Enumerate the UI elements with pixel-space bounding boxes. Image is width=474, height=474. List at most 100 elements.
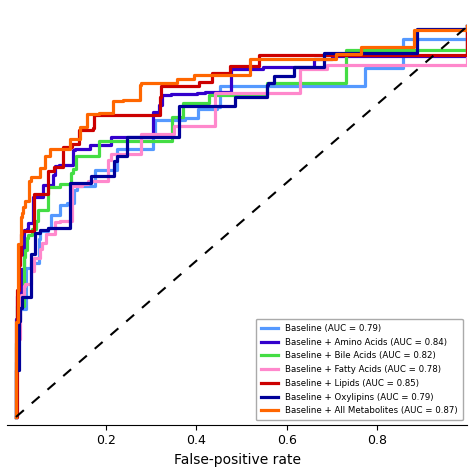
Baseline + Amino Acids (AUC = 0.84) <box>194 90 200 96</box>
Baseline + Fatty Acids (AUC = 0.78) <box>13 390 19 396</box>
Baseline + All Metabolites (AUC = 0.87) <box>77 125 83 130</box>
Baseline + Fatty Acids (AUC = 0.78) <box>37 246 43 252</box>
Baseline + Amino Acids (AUC = 0.84) <box>329 54 335 59</box>
Baseline (AUC = 0.79) <box>114 146 119 152</box>
Baseline + Amino Acids (AUC = 0.84) <box>345 54 351 59</box>
Baseline (AUC = 0.79) <box>217 83 223 89</box>
Baseline + Oxylipins (AUC = 0.79) <box>36 230 42 236</box>
Baseline + Amino Acids (AUC = 0.84) <box>87 142 93 148</box>
Baseline + Fatty Acids (AUC = 0.78) <box>23 281 28 287</box>
Baseline + Lipids (AUC = 0.85) <box>256 52 262 58</box>
Baseline + Fatty Acids (AUC = 0.78) <box>39 241 45 246</box>
Baseline + All Metabolites (AUC = 0.87) <box>333 51 338 56</box>
Baseline + Fatty Acids (AUC = 0.78) <box>18 292 24 298</box>
Baseline + Bile Acids (AUC = 0.82) <box>206 92 211 98</box>
Baseline + Oxylipins (AUC = 0.79) <box>233 94 238 100</box>
Baseline + Lipids (AUC = 0.85) <box>117 112 122 118</box>
Baseline + Lipids (AUC = 0.85) <box>31 191 36 197</box>
Baseline + Oxylipins (AUC = 0.79) <box>177 103 183 109</box>
Baseline + All Metabolites (AUC = 0.87) <box>140 80 146 86</box>
Baseline + Fatty Acids (AUC = 0.78) <box>127 151 132 156</box>
Baseline + Bile Acids (AUC = 0.82) <box>34 218 39 224</box>
Baseline + All Metabolites (AUC = 0.87) <box>411 27 417 33</box>
Baseline + All Metabolites (AUC = 0.87) <box>15 241 21 247</box>
Baseline + Bile Acids (AUC = 0.82) <box>57 182 63 187</box>
Baseline + Oxylipins (AUC = 0.79) <box>330 50 336 56</box>
Baseline + Lipids (AUC = 0.85) <box>196 80 202 85</box>
Line: Baseline + Oxylipins (AUC = 0.79): Baseline + Oxylipins (AUC = 0.79) <box>16 27 467 417</box>
Baseline + Bile Acids (AUC = 0.82) <box>21 254 27 260</box>
Baseline + Amino Acids (AUC = 0.84) <box>70 147 75 153</box>
Baseline + Amino Acids (AUC = 0.84) <box>159 92 165 98</box>
Baseline + Fatty Acids (AUC = 0.78) <box>57 218 63 224</box>
Baseline + Bile Acids (AUC = 0.82) <box>13 353 19 358</box>
Baseline + Lipids (AUC = 0.85) <box>76 127 82 133</box>
Baseline + Bile Acids (AUC = 0.82) <box>348 47 354 53</box>
Baseline + Bile Acids (AUC = 0.82) <box>71 166 76 172</box>
Baseline (AUC = 0.79) <box>24 265 29 271</box>
Baseline (AUC = 0.79) <box>58 202 64 208</box>
Baseline + Lipids (AUC = 0.85) <box>69 141 74 146</box>
Baseline + Fatty Acids (AUC = 0.78) <box>13 414 19 420</box>
Baseline + Oxylipins (AUC = 0.79) <box>13 382 19 388</box>
Baseline + All Metabolites (AUC = 0.87) <box>26 179 32 184</box>
Baseline + Fatty Acids (AUC = 0.78) <box>172 124 177 129</box>
Baseline + Lipids (AUC = 0.85) <box>227 64 232 69</box>
Baseline + Oxylipins (AUC = 0.79) <box>41 228 47 233</box>
Baseline + Amino Acids (AUC = 0.84) <box>156 102 162 108</box>
Baseline + Amino Acids (AUC = 0.84) <box>202 90 208 95</box>
Baseline + Amino Acids (AUC = 0.84) <box>23 227 28 232</box>
Baseline + Amino Acids (AUC = 0.84) <box>21 227 27 232</box>
Baseline + Oxylipins (AUC = 0.79) <box>28 251 34 256</box>
Baseline + Bile Acids (AUC = 0.82) <box>13 414 19 420</box>
Baseline (AUC = 0.79) <box>464 24 470 29</box>
Baseline + Oxylipins (AUC = 0.79) <box>70 180 76 185</box>
Baseline (AUC = 0.79) <box>17 307 23 312</box>
Baseline + All Metabolites (AUC = 0.87) <box>20 204 26 210</box>
Baseline + Bile Acids (AUC = 0.82) <box>59 182 65 187</box>
Baseline + Amino Acids (AUC = 0.84) <box>50 172 56 178</box>
Baseline (AUC = 0.79) <box>57 202 63 208</box>
Baseline + Lipids (AUC = 0.85) <box>365 52 371 58</box>
Baseline + All Metabolites (AUC = 0.87) <box>191 73 197 78</box>
Baseline + Oxylipins (AUC = 0.79) <box>91 173 96 179</box>
Baseline + Fatty Acids (AUC = 0.78) <box>212 91 218 96</box>
Baseline + Oxylipins (AUC = 0.79) <box>36 230 42 236</box>
Baseline + All Metabolites (AUC = 0.87) <box>67 136 73 142</box>
Baseline + Bile Acids (AUC = 0.82) <box>83 154 89 159</box>
Baseline + Lipids (AUC = 0.85) <box>32 191 37 197</box>
Baseline + Oxylipins (AUC = 0.79) <box>13 367 19 373</box>
Baseline + Bile Acids (AUC = 0.82) <box>343 47 349 53</box>
Baseline + Oxylipins (AUC = 0.79) <box>264 82 270 88</box>
Baseline + Lipids (AUC = 0.85) <box>14 289 19 295</box>
Baseline + Fatty Acids (AUC = 0.78) <box>69 183 75 189</box>
Baseline + Amino Acids (AUC = 0.84) <box>270 64 276 70</box>
Baseline (AUC = 0.79) <box>14 335 20 340</box>
Baseline + Amino Acids (AUC = 0.84) <box>24 227 30 232</box>
Baseline + Lipids (AUC = 0.85) <box>52 164 58 170</box>
Baseline + All Metabolites (AUC = 0.87) <box>37 165 43 171</box>
Baseline + Oxylipins (AUC = 0.79) <box>46 225 51 231</box>
Baseline + All Metabolites (AUC = 0.87) <box>18 214 24 219</box>
Baseline + Fatty Acids (AUC = 0.78) <box>113 151 119 156</box>
Baseline + Lipids (AUC = 0.85) <box>68 144 73 150</box>
Baseline + Bile Acids (AUC = 0.82) <box>96 138 102 144</box>
Baseline + Bile Acids (AUC = 0.82) <box>15 303 20 309</box>
Baseline + Fatty Acids (AUC = 0.78) <box>55 219 61 225</box>
Baseline (AUC = 0.79) <box>15 321 20 327</box>
Baseline + Bile Acids (AUC = 0.82) <box>29 227 35 232</box>
Baseline + Bile Acids (AUC = 0.82) <box>23 247 28 253</box>
Baseline (AUC = 0.79) <box>195 106 201 111</box>
Baseline + All Metabolites (AUC = 0.87) <box>22 199 28 204</box>
Baseline + Amino Acids (AUC = 0.84) <box>150 109 156 115</box>
Baseline + Amino Acids (AUC = 0.84) <box>56 162 62 168</box>
Baseline + Oxylipins (AUC = 0.79) <box>145 135 150 140</box>
Legend: Baseline (AUC = 0.79), Baseline + Amino Acids (AUC = 0.84), Baseline + Bile Acid: Baseline (AUC = 0.79), Baseline + Amino … <box>255 319 463 420</box>
Baseline (AUC = 0.79) <box>400 36 405 42</box>
Baseline + Lipids (AUC = 0.85) <box>17 252 22 257</box>
Baseline (AUC = 0.79) <box>64 200 70 206</box>
Baseline + Lipids (AUC = 0.85) <box>13 414 19 420</box>
Baseline + Bile Acids (AUC = 0.82) <box>264 81 270 86</box>
Baseline (AUC = 0.79) <box>45 225 51 230</box>
Baseline (AUC = 0.79) <box>153 118 158 123</box>
